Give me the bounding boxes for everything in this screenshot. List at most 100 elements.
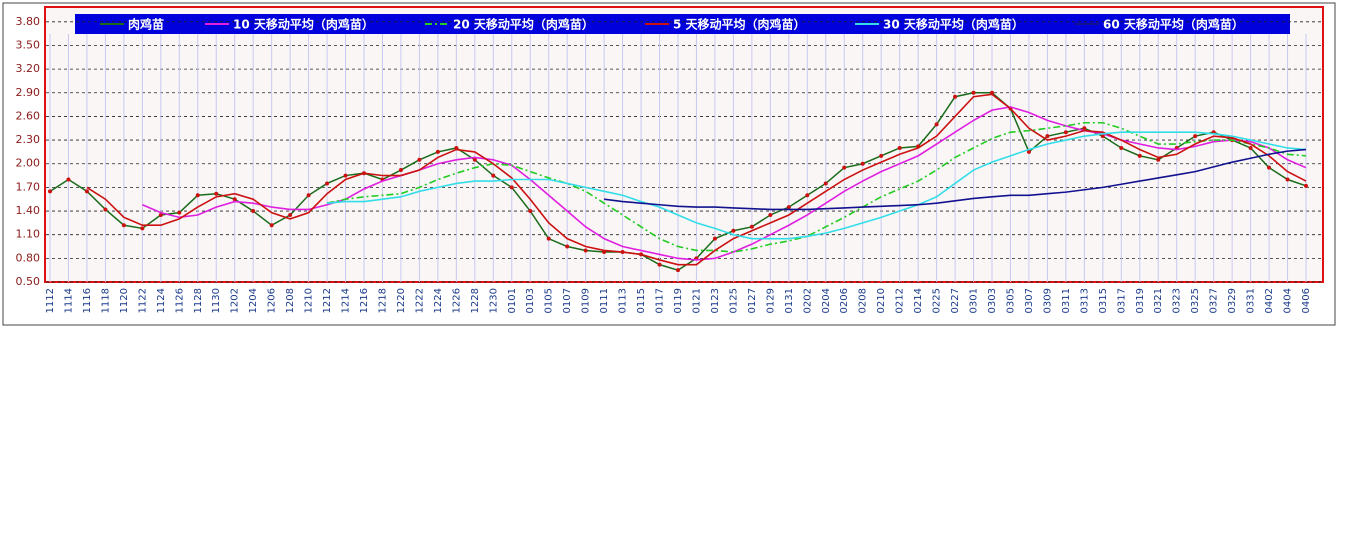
- data-point: [953, 94, 958, 99]
- data-point: [158, 212, 163, 217]
- data-point: [398, 168, 403, 173]
- x-tick-label: 1202: [230, 288, 241, 313]
- data-point: [491, 173, 496, 178]
- data-point: [971, 90, 976, 95]
- series-line: [326, 121, 1307, 253]
- legend-label: 10 天移动平均（肉鸡苗）: [233, 17, 374, 32]
- data-point: [1267, 165, 1272, 170]
- x-tick-label: 0313: [1079, 288, 1090, 313]
- data-point: [934, 122, 939, 127]
- x-tick-label: 1226: [451, 288, 462, 313]
- data-point: [251, 209, 256, 214]
- x-tick-label: 0109: [581, 288, 592, 313]
- data-point: [1137, 153, 1142, 158]
- data-point: [842, 165, 847, 170]
- x-tick-label: 1220: [396, 288, 407, 313]
- x-tick-label: 0105: [544, 288, 555, 313]
- x-tick-label: 0325: [1190, 288, 1201, 313]
- x-tick-label: 1126: [174, 288, 185, 313]
- x-tick-label: 0129: [765, 288, 776, 313]
- plot-area: [44, 6, 1324, 283]
- x-tick-label: 0303: [987, 288, 998, 313]
- x-tick-label: 0123: [710, 288, 721, 313]
- data-point: [232, 197, 237, 202]
- data-point: [66, 177, 71, 182]
- data-point: [417, 157, 422, 162]
- data-point: [1193, 134, 1198, 139]
- x-tick-label: 0311: [1061, 288, 1072, 313]
- data-point: [214, 191, 219, 196]
- series-line: [604, 148, 1307, 211]
- data-point: [786, 205, 791, 210]
- legend-label: 20 天移动平均（肉鸡苗）: [453, 17, 594, 32]
- data-point: [48, 189, 52, 194]
- series-line: [326, 131, 1307, 240]
- data-point: [712, 236, 717, 241]
- x-tick-label: 1116: [82, 288, 93, 313]
- y-tick-label: 1.10: [16, 228, 41, 241]
- data-point: [676, 268, 680, 273]
- x-tick-label: 1218: [377, 288, 388, 313]
- x-tick-label: 0404: [1283, 288, 1294, 313]
- x-tick-label: 0210: [876, 288, 887, 313]
- x-tick-label: 0125: [728, 288, 739, 313]
- x-tick-label: 1230: [488, 288, 499, 313]
- x-tick-label: 1120: [119, 288, 130, 313]
- y-tick-label: 1.70: [16, 180, 41, 193]
- data-point: [177, 210, 182, 215]
- x-tick-label: 0327: [1209, 288, 1220, 313]
- x-tick-label: 1114: [63, 288, 74, 313]
- y-tick-label: 3.20: [16, 62, 41, 75]
- data-point: [565, 244, 570, 249]
- x-tick-label: 0127: [747, 288, 758, 313]
- data-point: [288, 212, 293, 217]
- x-tick-label: 0121: [691, 288, 702, 313]
- x-tick-label: 0131: [784, 288, 795, 313]
- x-tick-label: 0117: [655, 288, 666, 313]
- x-tick-label: 0204: [821, 288, 832, 313]
- data-point: [435, 149, 440, 154]
- x-tick-label: 0115: [636, 288, 647, 313]
- data-point: [879, 153, 884, 158]
- data-point: [140, 226, 145, 231]
- legend-label: 肉鸡苗: [128, 17, 164, 32]
- y-tick-label: 1.40: [16, 204, 41, 217]
- data-point: [805, 193, 810, 198]
- x-tick-label: 1208: [285, 288, 296, 313]
- x-tick-label: 0107: [562, 288, 573, 313]
- x-tick-label: 0103: [525, 288, 536, 313]
- legend-label: 30 天移动平均（肉鸡苗）: [883, 17, 1024, 32]
- x-tick-label: 0227: [950, 288, 961, 313]
- legend: [75, 14, 1290, 34]
- data-point: [657, 262, 662, 267]
- data-point: [1119, 145, 1124, 150]
- data-point: [731, 228, 736, 233]
- data-point: [195, 193, 200, 198]
- x-tick-label: 0111: [599, 288, 610, 313]
- x-tick-label: 1124: [156, 288, 167, 313]
- x-tick-label: 0321: [1153, 288, 1164, 313]
- series-line: [86, 93, 1307, 266]
- data-point: [325, 181, 330, 186]
- x-tick-label: 1222: [414, 288, 425, 313]
- x-tick-label: 1210: [304, 288, 315, 313]
- x-tick-label: 0214: [913, 288, 924, 313]
- plot-layer: 0.50 0.80 1.10 1.40 1.70 2.00 2.30 2.60 2.90 3.20…: [16, 15, 1322, 313]
- x-tick-label: 0206: [839, 288, 850, 313]
- x-tick-label: 1224: [433, 288, 444, 313]
- x-tick-label: 0225: [932, 288, 943, 313]
- x-tick-label: 0119: [673, 288, 684, 313]
- x-tick-label: 0329: [1227, 288, 1238, 313]
- data-point: [103, 207, 108, 212]
- data-point: [749, 224, 754, 229]
- x-tick-label: 0331: [1246, 288, 1257, 313]
- data-point: [1304, 183, 1308, 188]
- data-point: [1156, 157, 1161, 162]
- data-point: [1285, 177, 1290, 182]
- legend-label: 60 天移动平均（肉鸡苗）: [1103, 17, 1244, 32]
- data-point: [84, 189, 89, 194]
- data-point: [1045, 134, 1050, 139]
- data-point: [1082, 126, 1087, 131]
- x-tick-label: 0315: [1098, 288, 1109, 313]
- x-tick-label: 0101: [507, 288, 518, 313]
